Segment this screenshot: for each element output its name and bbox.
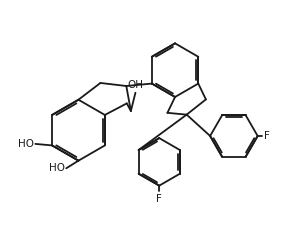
- Text: F: F: [264, 131, 270, 141]
- Text: HO: HO: [18, 139, 34, 149]
- Text: F: F: [156, 194, 162, 204]
- Text: OH: OH: [127, 80, 143, 90]
- Text: HO: HO: [49, 163, 65, 173]
